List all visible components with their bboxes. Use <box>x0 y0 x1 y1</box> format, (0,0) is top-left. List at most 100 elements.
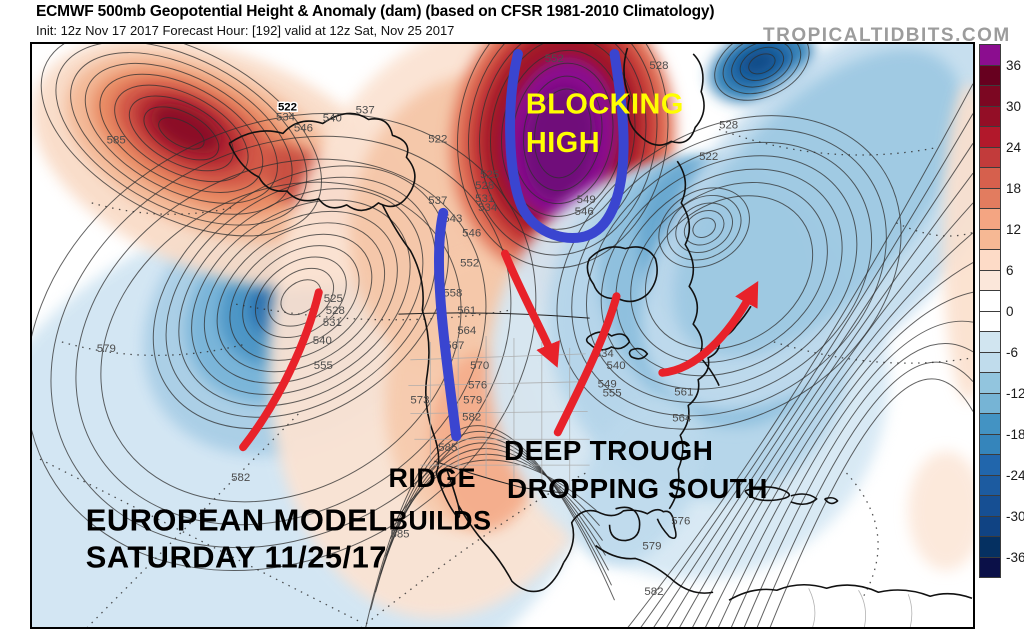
colorbar-tick-label: 24 <box>1006 139 1022 155</box>
pacific-trough-axis-line <box>239 288 323 452</box>
svg-text:525: 525 <box>324 293 343 305</box>
colorbar-cell <box>979 392 1001 414</box>
svg-text:534: 534 <box>276 111 296 123</box>
colorbar-tick-label: 30 <box>1006 98 1022 114</box>
svg-text:573: 573 <box>410 395 429 407</box>
colorbar-cell <box>979 433 1001 455</box>
svg-text:582: 582 <box>231 472 250 484</box>
height-contours <box>32 44 973 627</box>
svg-text:549: 549 <box>577 194 596 206</box>
ridge-builds-label-1: RIDGE <box>388 463 476 493</box>
hand-drawn-annotations: BLOCKING HIGH RIDGE BUILDS DEEP TROUGH DROPPI… <box>86 48 768 574</box>
svg-text:546: 546 <box>294 122 313 134</box>
colorbar-cell <box>979 454 1001 476</box>
svg-text:534: 534 <box>478 202 498 214</box>
colorbar-tick-label: -6 <box>1006 344 1019 360</box>
svg-text:564: 564 <box>672 412 692 424</box>
svg-text:585: 585 <box>107 134 126 146</box>
colorbar-cell <box>979 269 1001 291</box>
svg-text:564: 564 <box>457 325 477 337</box>
colorbar-tick-label: -36 <box>1006 549 1024 565</box>
ridge-axis-line <box>433 207 462 442</box>
colorbar-tick-label: 12 <box>1006 221 1022 237</box>
svg-text:540: 540 <box>607 360 626 372</box>
svg-text:522: 522 <box>278 102 297 114</box>
colorbar-cells <box>979 44 1001 578</box>
svg-text:540: 540 <box>313 335 332 347</box>
map-canvas: 585 522 534 540 546 537 522 525 528 531 534 537 543 5… <box>30 42 975 629</box>
svg-text:549: 549 <box>598 379 617 391</box>
colorbar-tick-label: 0 <box>1006 303 1014 319</box>
colorbar-tick-label: 18 <box>1006 180 1022 196</box>
svg-text:579: 579 <box>463 395 482 407</box>
model-label-1: EUROPEAN MODEL <box>86 503 388 538</box>
svg-text:546: 546 <box>575 206 594 218</box>
colorbar-cell <box>979 208 1001 230</box>
colorbar-cell <box>979 187 1001 209</box>
blocking-high-label-1: BLOCKING <box>526 89 684 121</box>
colorbar-cell <box>979 536 1001 558</box>
colorbar-cell <box>979 105 1001 127</box>
blocking-high-outline <box>505 48 629 243</box>
colorbar-cell <box>979 310 1001 332</box>
ridge-builds-label-2: BUILDS <box>388 506 491 536</box>
blocking-high-label-2: HIGH <box>526 127 600 159</box>
svg-text:570: 570 <box>470 360 489 372</box>
svg-text:528: 528 <box>719 119 738 131</box>
page-title: ECMWF 500mb Geopotential Height & Anomal… <box>36 3 715 20</box>
svg-text:582: 582 <box>644 586 663 598</box>
digging-flow-arrow <box>501 249 560 368</box>
svg-text:582: 582 <box>462 411 481 423</box>
svg-text:534: 534 <box>595 348 615 360</box>
colorbar-cell <box>979 146 1001 168</box>
svg-text:537: 537 <box>428 195 447 207</box>
svg-text:528: 528 <box>475 180 494 192</box>
colorbar-tick-label: -12 <box>1006 385 1024 401</box>
colorbar-tick-label: -30 <box>1006 508 1024 524</box>
colorbar-tick-label: -18 <box>1006 426 1024 442</box>
colorbar-cell <box>979 290 1001 312</box>
svg-text:561: 561 <box>674 387 693 399</box>
colorbar-cell <box>979 249 1001 271</box>
colorbar-cell <box>979 167 1001 189</box>
deep-trough-label-2: DROPPING SOUTH <box>507 473 768 504</box>
colorbar-cell <box>979 64 1001 86</box>
colorbar-cell <box>979 44 1001 66</box>
svg-text:525: 525 <box>480 169 499 181</box>
svg-text:543: 543 <box>443 213 462 225</box>
svg-text:576: 576 <box>468 380 487 392</box>
svg-text:552: 552 <box>460 257 479 269</box>
svg-text:567: 567 <box>445 340 464 352</box>
colorbar-tick-label: 36 <box>1006 57 1022 73</box>
svg-text:528: 528 <box>326 305 345 317</box>
init-forecast-line: Init: 12z Nov 17 2017 Forecast Hour: [19… <box>36 23 455 38</box>
svg-text:552: 552 <box>545 53 564 65</box>
tropicaltidbits-logo: TROPICALTIDBITS.COM <box>763 25 1011 46</box>
svg-text:546: 546 <box>462 228 481 240</box>
model-label-2: SATURDAY 11/25/17 <box>86 539 387 574</box>
colorbar-tick-label: 6 <box>1006 262 1014 278</box>
svg-text:585: 585 <box>390 529 409 541</box>
svg-text:579: 579 <box>642 541 661 553</box>
svg-text:522: 522 <box>699 151 718 163</box>
colorbar-cell <box>979 85 1001 107</box>
svg-text:579: 579 <box>97 343 116 355</box>
colorbar-cell <box>979 331 1001 353</box>
east-trough-axis-line <box>553 292 621 437</box>
colorbar-cell <box>979 495 1001 517</box>
colorbar-cell <box>979 474 1001 496</box>
colorbar-cell <box>979 556 1001 578</box>
svg-text:522: 522 <box>428 133 447 145</box>
deep-trough-label-1: DEEP TROUGH <box>504 435 713 466</box>
svg-text:555: 555 <box>314 360 333 372</box>
svg-text:531: 531 <box>475 193 494 205</box>
northeast-flow-arrow <box>658 281 759 377</box>
svg-text:558: 558 <box>443 287 462 299</box>
svg-text:561: 561 <box>457 305 476 317</box>
svg-text:576: 576 <box>671 516 690 528</box>
svg-text:528: 528 <box>649 60 668 72</box>
svg-text:555: 555 <box>603 388 622 400</box>
